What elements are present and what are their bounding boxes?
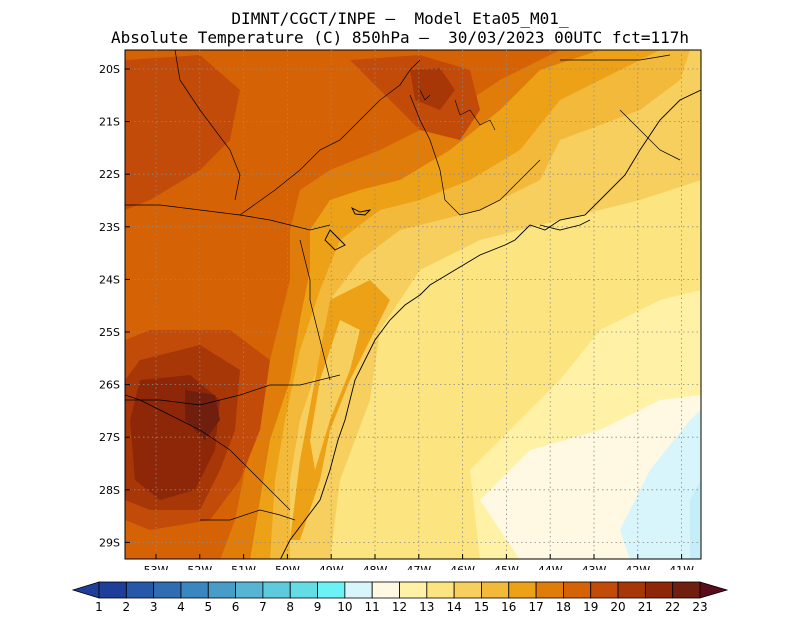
colorbar-box <box>125 581 155 599</box>
field-band-11 <box>620 410 701 559</box>
colorbar-box <box>426 581 455 599</box>
lon-tick-label: 49W <box>319 564 344 570</box>
lon-tick-label: 53W <box>144 564 169 570</box>
colorbar-box <box>672 581 701 599</box>
colorbar: 1 2 3 4 5 6 7 8 9 10 11 12 13 14 15 16 17 18 19 20 21 22 23 <box>71 581 729 614</box>
latitude-ticks: 20S 21S 22S 23S 24S 25S 26S 27S 28S 29S <box>99 63 130 549</box>
lon-tick-label: 43W <box>582 564 607 570</box>
colorbar-label: 1 <box>95 600 103 614</box>
colorbar-box <box>535 581 564 599</box>
lat-tick-label: 28S <box>99 484 120 497</box>
colorbar-box <box>317 581 346 599</box>
lat-tick-label: 21S <box>99 116 120 129</box>
lon-tick-label: 52W <box>187 564 212 570</box>
lat-tick-label: 26S <box>99 379 120 392</box>
colorbar-label: 17 <box>528 600 543 614</box>
colorbar-label: 3 <box>150 600 158 614</box>
colorbar-label: 18 <box>556 600 571 614</box>
colorbar-box <box>563 581 592 599</box>
coastline <box>279 89 701 559</box>
colorbar-under-arrow <box>71 581 100 599</box>
colorbar-label: 22 <box>665 600 680 614</box>
longitude-ticks: 53W 52W 51W 50W 49W 48W 47W 46W 45W 44W 43W 42W 41W <box>144 554 694 570</box>
temperature-map: 20S 21S 22S 23S 24S 25S 26S 27S 28S 29S 53W 52W 51W… <box>99 49 702 570</box>
colorbar-box <box>235 581 264 599</box>
colorbar-label: 12 <box>392 600 407 614</box>
colorbar-label: 19 <box>583 600 598 614</box>
lon-tick-label: 45W <box>494 564 519 570</box>
colorbar-label: 20 <box>610 600 625 614</box>
colorbar-label: 23 <box>692 600 707 614</box>
lat-tick-label: 27S <box>99 431 120 444</box>
temperature-field <box>125 50 701 559</box>
colorbar-box <box>289 581 318 599</box>
colorbar-box <box>453 581 482 599</box>
map-frame <box>124 49 702 560</box>
colorbar-box <box>481 581 510 599</box>
colorbar-label: 6 <box>232 600 240 614</box>
colorbar-box <box>399 581 428 599</box>
colorbar-box <box>590 581 619 599</box>
colorbar-box <box>344 581 373 599</box>
colorbar-label: 13 <box>419 600 434 614</box>
lon-tick-label: 41W <box>669 564 694 570</box>
colorbar-over-arrow <box>699 581 729 599</box>
colorbar-box <box>644 581 674 599</box>
lon-tick-label: 46W <box>450 564 475 570</box>
colorbar-labels: 1 2 3 4 5 6 7 8 9 10 11 12 13 14 15 16 17 18 19 20 21 22 23 <box>95 600 707 614</box>
colorbar-box <box>262 581 291 599</box>
lat-tick-label: 25S <box>99 326 120 339</box>
lat-tick-label: 29S <box>99 536 120 549</box>
colorbar-label: 5 <box>204 600 212 614</box>
colorbar-label: 15 <box>474 600 489 614</box>
lon-tick-label: 48W <box>363 564 388 570</box>
lat-tick-label: 23S <box>99 221 120 234</box>
lon-tick-label: 42W <box>625 564 650 570</box>
colorbar-box <box>207 581 236 599</box>
gridlines <box>125 50 701 559</box>
state-borders <box>125 50 681 521</box>
colorbar-box <box>98 581 127 599</box>
colorbar-box <box>153 581 182 599</box>
colorbar-label: 11 <box>365 600 380 614</box>
colorbar-label: 9 <box>314 600 322 614</box>
colorbar-label: 2 <box>122 600 130 614</box>
colorbar-boxes <box>71 581 729 599</box>
colorbar-label: 21 <box>638 600 653 614</box>
lon-tick-label: 44W <box>538 564 563 570</box>
lon-tick-label: 51W <box>231 564 256 570</box>
lon-tick-label: 47W <box>406 564 431 570</box>
lat-tick-label: 24S <box>99 273 120 286</box>
colorbar-box <box>617 581 646 599</box>
colorbar-box <box>371 581 400 599</box>
colorbar-label: 7 <box>259 600 267 614</box>
map-title-line-2: Absolute Temperature (C) 850hPa – 30/03/… <box>111 28 689 47</box>
lat-tick-label: 22S <box>99 168 120 181</box>
colorbar-label: 14 <box>446 600 461 614</box>
colorbar-label: 8 <box>286 600 294 614</box>
lat-tick-label: 20S <box>99 63 120 76</box>
colorbar-label: 16 <box>501 600 516 614</box>
colorbar-label: 4 <box>177 600 185 614</box>
colorbar-label: 10 <box>337 600 352 614</box>
colorbar-box <box>508 581 537 599</box>
lon-tick-label: 50W <box>275 564 300 570</box>
map-title-line-1: DIMNT/CGCT/INPE – Model Eta05_M01_ <box>231 9 569 28</box>
colorbar-box <box>180 581 209 599</box>
